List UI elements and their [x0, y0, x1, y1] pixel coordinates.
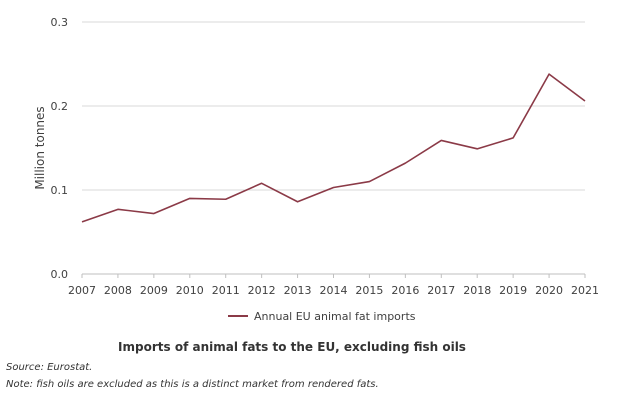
x-tick-label: 2014 — [320, 284, 348, 297]
chart-title: Imports of animal fats to the EU, exclud… — [118, 340, 466, 354]
source-note: Source: Eurostat. — [6, 362, 93, 373]
x-tick-labels: 2007 2008 2009 2010 2011 2012 2013 2014 2015 2016… — [68, 284, 599, 297]
x-tick-label: 2012 — [248, 284, 276, 297]
y-tick-labels: 0.0 0.1 0.2 0.3 — [51, 16, 69, 281]
x-tick-label: 2017 — [427, 284, 455, 297]
x-tick-label: 2021 — [571, 284, 599, 297]
line-chart: 0.0 0.1 0.2 0.3 2007 2008 2009 2010 2011 2012 201… — [33, 16, 599, 323]
series-group — [81, 73, 586, 223]
y-tick-label: 0.2 — [51, 100, 69, 113]
x-tick-label: 2015 — [355, 284, 383, 297]
legend: Annual EU animal fat imports — [228, 310, 416, 323]
x-tick-label: 2020 — [535, 284, 563, 297]
y-axis-label: Million tonnes — [33, 106, 47, 189]
x-tick-label: 2018 — [463, 284, 491, 297]
x-tick-label: 2011 — [212, 284, 240, 297]
y-tick-label: 0.3 — [51, 16, 69, 29]
legend-label: Annual EU animal fat imports — [254, 310, 416, 323]
x-tick-label: 2007 — [68, 284, 96, 297]
x-tick-label: 2008 — [104, 284, 132, 297]
x-tick-label: 2013 — [284, 284, 312, 297]
x-tick-label: 2010 — [176, 284, 204, 297]
x-tick-label: 2016 — [391, 284, 419, 297]
x-tick-label: 2009 — [140, 284, 168, 297]
axes — [81, 273, 586, 278]
footnote: Note: fish oils are excluded as this is … — [6, 379, 379, 390]
y-tick-label: 0.0 — [51, 268, 69, 281]
y-tick-label: 0.1 — [51, 184, 69, 197]
gridlines — [82, 21, 585, 191]
series-line — [81, 73, 586, 223]
x-tick-label: 2019 — [499, 284, 527, 297]
